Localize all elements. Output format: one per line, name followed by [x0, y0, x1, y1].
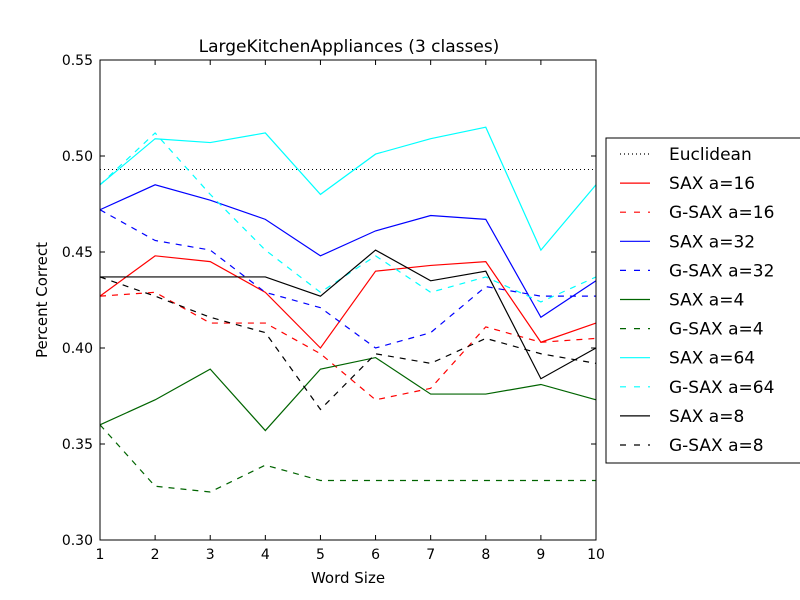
x-tick-label: 7: [426, 547, 435, 563]
y-tick-label: 0.35: [62, 437, 93, 453]
x-tick-label: 3: [206, 547, 215, 563]
legend-label: SAX a=64: [669, 349, 755, 369]
axis-ticks: 1 2 3 4 5 6 7 8 9 10 0.30 0.35 0.40 0.45 0.50 0.55: [62, 53, 605, 563]
x-tick-label: 9: [536, 547, 545, 563]
legend-label: SAX a=8: [669, 407, 744, 427]
legend-label: SAX a=16: [669, 174, 755, 194]
legend-label: G-SAX a=8: [669, 436, 764, 456]
x-tick-label: 6: [371, 547, 380, 563]
series-line-sax-a-8: [100, 249, 597, 380]
legend-entries: Euclidean SAX a=16 G-SAX a=16 SAX a=32 G-SAX…: [620, 145, 774, 456]
legend: Euclidean SAX a=16 G-SAX a=16 SAX a=32 G-SAX…: [605, 137, 800, 464]
chart-title: LargeKitchenAppliances (3 classes): [199, 37, 500, 57]
y-tick-label: 0.30: [62, 533, 93, 549]
x-tick-label: 4: [261, 547, 270, 563]
legend-label: Euclidean: [669, 145, 752, 165]
series-line-sax-a-4: [99, 356, 597, 432]
plot-frame: [99, 59, 597, 541]
x-tick-label: 2: [151, 547, 160, 563]
series-line-sax-a-32: [99, 184, 597, 319]
x-tick-label: 10: [587, 547, 605, 563]
x-tick-label: 5: [316, 547, 325, 563]
y-axis-label: Percent Correct: [33, 242, 51, 358]
y-tick-label: 0.55: [62, 53, 93, 69]
legend-label: SAX a=4: [669, 291, 744, 311]
x-tick-label: 1: [96, 547, 105, 563]
series-line-sax-a-64: [99, 126, 597, 252]
series-line-g-sax-a-32: [99, 209, 596, 349]
legend-label: G-SAX a=64: [669, 378, 774, 398]
legend-label: G-SAX a=32: [669, 261, 774, 281]
x-axis-label: Word Size: [311, 569, 385, 587]
y-tick-label: 0.45: [62, 245, 93, 261]
series-line-g-sax-a-64: [99, 132, 597, 303]
y-tick-label: 0.50: [62, 149, 93, 165]
legend-label: G-SAX a=16: [669, 203, 774, 223]
series-line-g-sax-a-16: [99, 291, 597, 401]
series-line-g-sax-a-4: [99, 424, 596, 493]
legend-label: SAX a=32: [669, 232, 755, 252]
series-line-sax-a-16: [99, 255, 597, 349]
plot-lines: [99, 126, 597, 493]
x-tick-label: 8: [481, 547, 490, 563]
legend-frame: [605, 137, 800, 464]
y-tick-label: 0.40: [62, 341, 93, 357]
legend-label: G-SAX a=4: [669, 320, 764, 340]
series-line-g-sax-a-8: [99, 276, 597, 411]
